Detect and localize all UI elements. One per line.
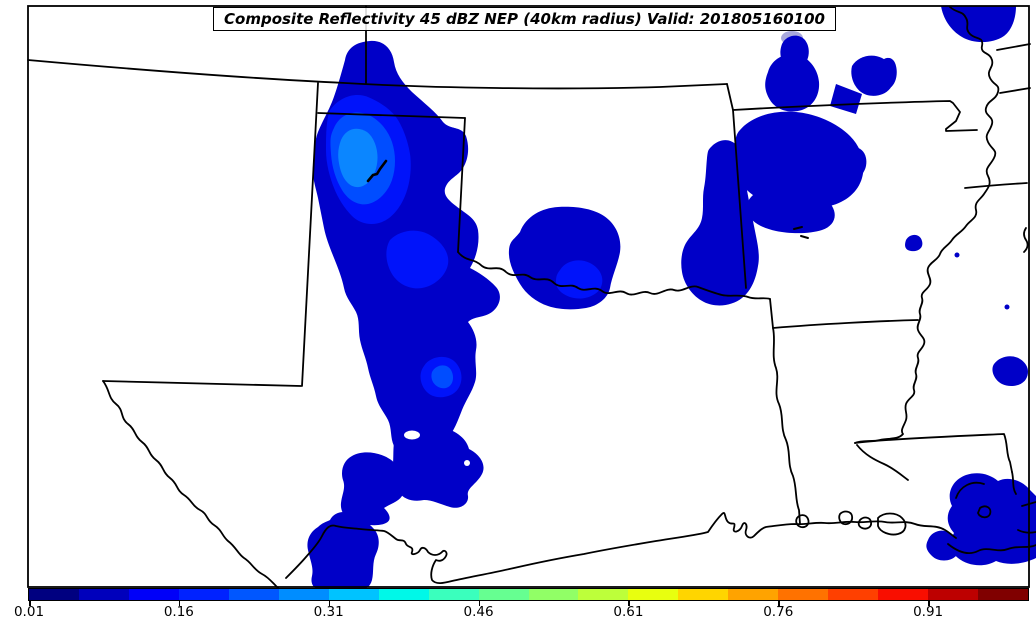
- nep-hole-1: [404, 430, 420, 440]
- colorbar-tick-label: 0.01: [13, 604, 45, 620]
- colorbar-segment: [828, 589, 879, 600]
- nep-blob-se-oklahoma: [681, 140, 759, 306]
- coast-inside-blob: [947, 543, 1036, 555]
- border-tx-panhandle-east: [457, 117, 466, 253]
- map-line-work: [27, 5, 1036, 591]
- colorbar-segment: [778, 589, 829, 600]
- colorbar-segment: [278, 589, 329, 600]
- nep-blob-central-texas-east: [392, 423, 484, 508]
- mississippi-river: [854, 6, 1000, 444]
- lake-marks: [366, 159, 809, 239]
- border-nm-tx-103w: [301, 82, 319, 387]
- colorbar-segment: [528, 589, 579, 600]
- colorbar-segment: [378, 589, 429, 600]
- nep-speck-2: [1004, 304, 1010, 310]
- colorbar-tick: [29, 601, 31, 606]
- colorbar-segment: [728, 589, 779, 600]
- border-37N: [27, 59, 728, 90]
- sabine-lake: [795, 514, 810, 529]
- calcasieu-lake: [838, 510, 854, 526]
- colorbar-segment: [878, 589, 929, 600]
- colorbar-segment: [478, 589, 529, 600]
- state-borders: [27, 5, 1031, 525]
- colorbar-tick: [328, 601, 331, 606]
- colorbar-tick-label: 0.31: [313, 604, 344, 620]
- border-ok-panhandle-south: [317, 112, 466, 119]
- colorbar-segment: [978, 589, 1029, 600]
- colorbar-segment: [29, 589, 79, 600]
- colorbar-tick-label: 0.76: [763, 604, 794, 620]
- border-tx-nm-32n: [102, 380, 302, 387]
- coastline: [285, 481, 1036, 585]
- colorbar-tick-label: 0.91: [913, 604, 944, 620]
- colorbar-segment: [178, 589, 229, 600]
- nep-blob-top-right: [941, 6, 1016, 43]
- colorbar-segment: [678, 589, 729, 600]
- colorbar-segment: [428, 589, 479, 600]
- small-river-right-edge: [1023, 227, 1029, 253]
- nep-blob-texas-coast: [307, 512, 379, 590]
- colorbar-tick-label: 0.61: [613, 604, 644, 620]
- panhandle-lake: [366, 159, 388, 183]
- nep-blob-small-2: [905, 234, 923, 252]
- colorbar: [28, 588, 1029, 601]
- nep-hole-2: [464, 460, 470, 466]
- tiny-marks: [793, 226, 809, 239]
- colorbar-tick-label: 0.46: [463, 604, 494, 620]
- nep-blob-ne-cluster: [732, 31, 894, 234]
- lake-pontchartrain: [877, 512, 907, 536]
- colorbar-tick: [178, 601, 181, 606]
- colorbar-segment: [228, 589, 279, 600]
- coast-detail-arc: [955, 481, 985, 499]
- colorbar-segment: [128, 589, 179, 600]
- border-right-edge-1: [996, 43, 1031, 51]
- border-la-ms-31n-pearl: [854, 433, 1013, 473]
- nep-blob-l2-south-patch: [386, 230, 449, 289]
- colorbar-segment: [78, 589, 129, 600]
- nep-blob-l4-max-core: [338, 128, 378, 188]
- gulf-coast-texas: [285, 512, 957, 585]
- rivers: [102, 6, 1029, 591]
- border-mo-ar-bootheel: [732, 100, 978, 132]
- colorbar-segment: [328, 589, 379, 600]
- nep-probability-blobs: [307, 6, 1036, 590]
- colorbar-tick: [478, 601, 481, 606]
- nep-blob-l3-central-patch: [431, 365, 454, 389]
- pearl-river-lower: [1011, 471, 1017, 495]
- plot-border: [27, 5, 1030, 588]
- red-river: [457, 251, 771, 300]
- nep-blob-mississippi: [992, 356, 1028, 387]
- nep-blob-small-1: [878, 57, 897, 90]
- colorbar-tick-label: 0.16: [163, 604, 194, 620]
- border-tx-ar-la: [769, 298, 801, 525]
- rio-grande: [102, 380, 281, 591]
- figure-title: Composite Reflectivity 45 dBZ NEP (40km …: [224, 10, 825, 28]
- lake-small-la: [857, 516, 873, 530]
- title-box: Composite Reflectivity 45 dBZ NEP (40km …: [213, 7, 836, 31]
- border-right-edge-2: [999, 87, 1031, 94]
- border-ar-la-33n: [772, 319, 919, 329]
- coast-detail-loop: [977, 505, 992, 519]
- colorbar-segment: [578, 589, 629, 600]
- nep-blob-central-texas-west: [340, 452, 405, 526]
- border-tn-ms-35n: [964, 182, 1028, 189]
- nep-blob-se-louisiana: [947, 473, 1036, 566]
- mississippi-to-delta: [856, 444, 909, 481]
- nep-blob-se-louisiana-lobe: [926, 530, 960, 561]
- colorbar-tick: [928, 601, 930, 606]
- colorbar-segment: [928, 589, 979, 600]
- colorbar-tick: [778, 601, 780, 606]
- nep-speck-1: [954, 252, 960, 258]
- colorbar-segment: [628, 589, 679, 600]
- colorbar-tick: [628, 601, 630, 606]
